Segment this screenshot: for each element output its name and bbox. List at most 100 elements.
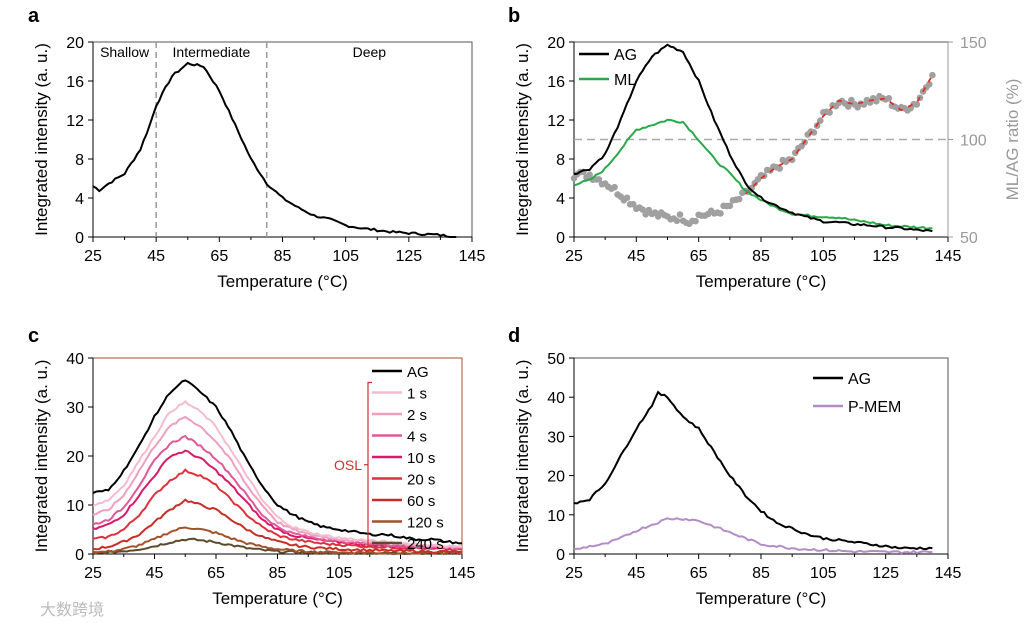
ratio-point: [810, 129, 818, 136]
y-tick-label: 30: [547, 429, 565, 446]
legend-label: AG: [407, 364, 429, 381]
x-axis-title: Temperature (°C): [212, 589, 343, 608]
x-tick-label: 45: [627, 248, 645, 265]
y-tick-label: 8: [556, 152, 565, 169]
panel-c: c 25 45 65 85 105 125 145 0 10 20 30 40 Temperature (…: [28, 325, 475, 608]
ratio-point: [873, 97, 880, 105]
x-tick-label: 145: [935, 565, 962, 582]
legend-label: 20 s: [407, 472, 435, 489]
y-tick-label: 20: [66, 35, 84, 52]
x-tick-label: 105: [810, 248, 837, 265]
y2-tick-label: 50: [960, 230, 978, 247]
y-tick-label: 20: [547, 469, 565, 486]
y-tick-label: 0: [75, 547, 84, 564]
y-tick-label: 16: [547, 74, 565, 91]
y-tick-label: 16: [66, 74, 84, 91]
y-tick-label: 4: [75, 191, 84, 208]
series-line-AG: [573, 390, 933, 551]
ratio-point: [673, 217, 681, 225]
series-line-AG: [92, 61, 457, 238]
x-tick-label: 145: [449, 565, 476, 582]
ratio-point: [692, 217, 699, 225]
x-tick-label: 25: [84, 248, 102, 265]
x-tick-label: 85: [269, 565, 287, 582]
series-line-P-MEM: [573, 517, 933, 555]
region-label: Shallow: [100, 44, 150, 60]
x-tick-label: 125: [872, 248, 899, 265]
region-label: Intermediate: [173, 44, 251, 60]
panel-a: a 25 45 65 85 105 125 145 0 4 8 12 16 20 Temperature (…: [28, 5, 485, 291]
legend-label: 1 s: [407, 386, 427, 403]
x-axis-title: Temperature (°C): [696, 589, 827, 608]
x-tick-label: 125: [387, 565, 414, 582]
y-tick-label: 0: [75, 230, 84, 247]
ratio-point: [929, 71, 936, 79]
y2-tick-label: 100: [960, 133, 987, 150]
y-tick-label: 20: [547, 35, 565, 52]
series-line-AG: [573, 43, 933, 233]
series-line-120-s: [92, 526, 463, 556]
x-tick-label: 125: [872, 565, 899, 582]
ratio-point: [776, 165, 783, 172]
ratio-point: [611, 183, 618, 191]
x-axis-title: Temperature (°C): [696, 272, 827, 291]
plot-frame: [573, 357, 949, 555]
legend-label: AG: [614, 47, 637, 64]
ratio-point: [885, 95, 893, 102]
x-tick-label: 25: [84, 565, 102, 582]
x-tick-label: 65: [690, 248, 708, 265]
y-axis-title: Integrated intensity (a. u.): [513, 43, 532, 236]
y-tick-label: 0: [556, 547, 565, 564]
x-tick-label: 85: [752, 248, 770, 265]
y-tick-label: 10: [66, 498, 84, 515]
series-line-ML: [573, 118, 933, 230]
panel-label: d: [508, 325, 520, 347]
panel-label: b: [508, 5, 520, 27]
osl-bracket: [364, 381, 372, 548]
x-axis-title: Temperature (°C): [217, 272, 348, 291]
y-axis-title: Integrated intensity (a. u.): [513, 360, 532, 553]
x-tick-label: 125: [395, 248, 422, 265]
ratio-point: [913, 101, 921, 108]
legend-label: P-MEM: [848, 399, 901, 416]
y2-axis-title: ML/AG ratio (%): [1003, 79, 1022, 201]
y-tick-label: 4: [556, 191, 565, 208]
legend-label: 4 s: [407, 429, 427, 446]
y2-tick-label: 150: [960, 35, 987, 52]
ratio-point: [826, 109, 833, 116]
series-line-60-s: [92, 498, 463, 554]
y-tick-label: 12: [66, 113, 84, 130]
x-tick-label: 65: [690, 565, 708, 582]
ratio-fit-line: [744, 74, 934, 195]
ratio-point: [735, 195, 743, 203]
ratio-point: [726, 202, 734, 210]
x-tick-label: 45: [627, 565, 645, 582]
y-tick-label: 40: [547, 390, 565, 407]
x-tick-label: 105: [326, 565, 353, 582]
ratio-point: [816, 117, 824, 124]
panel-label: a: [28, 5, 40, 27]
plot-frame: [92, 41, 473, 238]
legend-label: 60 s: [407, 493, 435, 510]
panel-b: b 25 45 65 85 105 125 145 0 4 8 12 16 20 Temperature (…: [508, 5, 1022, 291]
ratio-point: [623, 194, 631, 202]
y-tick-label: 50: [547, 351, 565, 368]
panel-label: c: [28, 325, 39, 347]
ratio-point: [717, 210, 724, 217]
legend-label: 10 s: [407, 450, 435, 467]
x-tick-label: 45: [147, 248, 165, 265]
y-tick-label: 20: [66, 449, 84, 466]
ratio-point: [844, 103, 852, 110]
x-tick-label: 105: [810, 565, 837, 582]
x-tick-label: 25: [565, 565, 583, 582]
legend-label: ML: [614, 72, 636, 89]
ratio-point: [926, 80, 933, 88]
y-tick-label: 0: [556, 230, 565, 247]
region-label: Deep: [353, 44, 387, 60]
x-tick-label: 85: [752, 565, 770, 582]
series-line-4-s: [92, 434, 463, 550]
x-tick-label: 65: [210, 248, 228, 265]
x-tick-label: 145: [459, 248, 486, 265]
legend-label: 2 s: [407, 407, 427, 424]
series-line-1-s: [92, 400, 463, 548]
